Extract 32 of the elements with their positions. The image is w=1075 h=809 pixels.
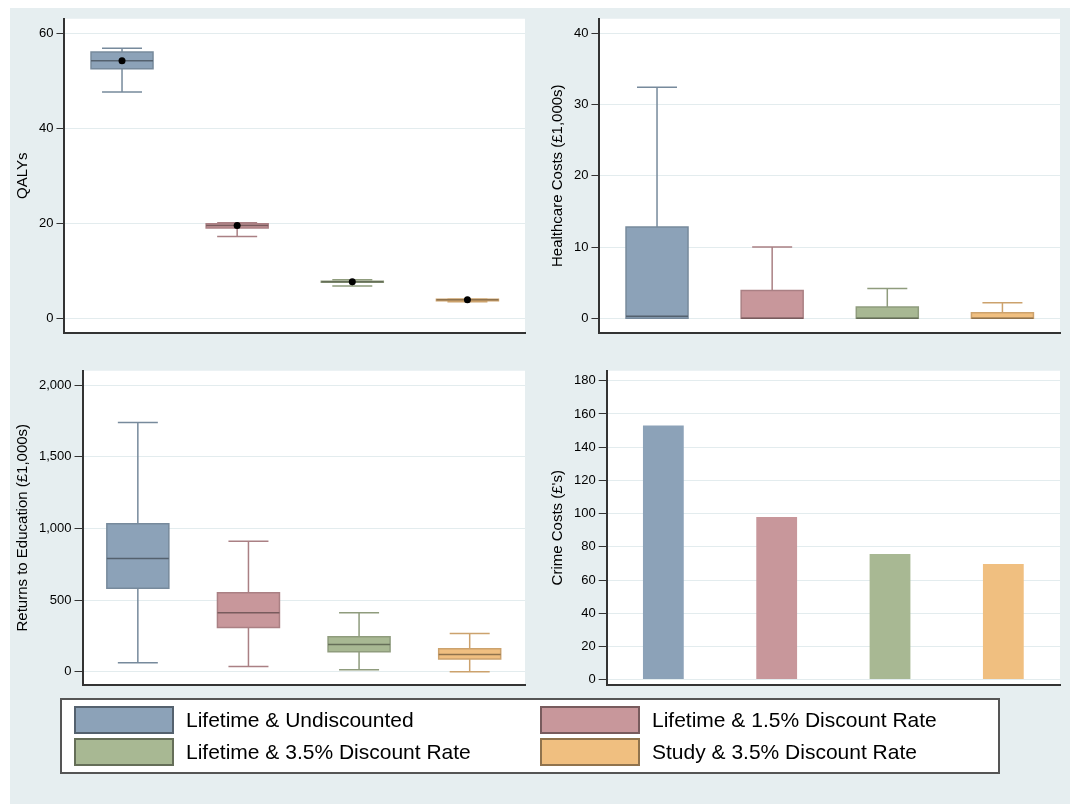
legend-label: Study & 3.5% Discount Rate	[652, 740, 917, 764]
y-tick-label: 0	[46, 309, 54, 325]
y-tick-label: 40	[573, 24, 589, 40]
y-tick-label: 40	[581, 604, 596, 620]
y-tick-label: 30	[573, 95, 589, 111]
y-tick-label: 20	[38, 214, 54, 230]
y-tick-label: 60	[38, 24, 54, 40]
y-tick-label: 180	[573, 372, 596, 388]
y-tick-label: 60	[581, 571, 596, 587]
y-tick-label: 120	[573, 471, 596, 487]
y-tick-label: 0	[588, 671, 596, 687]
y-tick-label: 0	[581, 309, 589, 325]
y-tick-label: 100	[573, 505, 596, 521]
y-axis-title: Crime Costs (£'s)	[548, 470, 566, 586]
y-axis-title: Healthcare Costs (£1,000s)	[548, 84, 566, 267]
y-tick-label: 80	[581, 538, 596, 554]
y-tick-label: 10	[573, 238, 589, 254]
y-tick-label: 140	[573, 438, 596, 454]
y-tick-label: 1,000	[38, 519, 72, 535]
y-tick-label: 40	[38, 119, 54, 135]
y-tick-label: 500	[49, 591, 72, 607]
y-tick-label: 0	[64, 663, 72, 679]
y-axis-title: Returns to Education (£1,000s)	[13, 423, 31, 632]
legend-label: Lifetime & Undiscounted	[186, 708, 414, 732]
y-tick-label: 2,000	[38, 376, 72, 392]
legend-label: Lifetime & 1.5% Discount Rate	[652, 708, 937, 732]
legend-label: Lifetime & 3.5% Discount Rate	[186, 740, 471, 764]
y-tick-label: 20	[573, 167, 589, 183]
y-tick-label: 1,500	[38, 448, 72, 464]
y-axis-title: QALYs	[13, 152, 31, 199]
y-tick-label: 160	[573, 405, 596, 421]
y-tick-label: 20	[581, 637, 596, 653]
